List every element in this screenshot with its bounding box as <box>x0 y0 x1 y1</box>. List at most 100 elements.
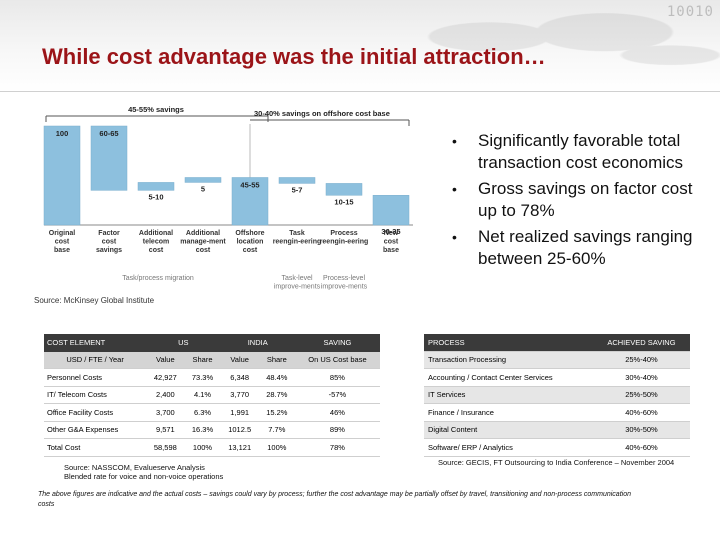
bar-value-label: 100 <box>56 129 69 138</box>
waterfall-bar <box>278 177 316 184</box>
cell-element: Other G&A Expenses <box>44 421 147 439</box>
bullet-list: • Significantly favorable total transacti… <box>446 130 696 274</box>
bar-value-label: 5-10 <box>148 192 163 201</box>
cell-saving: 25%-40% <box>592 351 690 369</box>
subheader-india-value: Value <box>220 351 259 369</box>
subheader-india-share: Share <box>258 351 295 369</box>
header-cost-element: COST ELEMENT <box>44 334 147 352</box>
cell-india-share: 100% <box>258 438 295 457</box>
bar-value-label: 10-15 <box>334 197 353 206</box>
chart-source: Source: McKinsey Global Institute <box>34 296 155 305</box>
title-divider <box>0 91 720 92</box>
group-label: Task/process migration <box>122 275 194 282</box>
table-row: Software/ ERP / Analytics 40%-60% <box>424 438 690 457</box>
table-row: Office Facility Costs 3,700 6.3% 1,991 1… <box>44 403 380 422</box>
cell-element: Office Facility Costs <box>44 403 147 422</box>
category-label: Process reengin-eering <box>320 230 369 246</box>
bullet-icon: • <box>452 181 457 197</box>
cell-india-share: 15.2% <box>258 403 295 422</box>
cell-us-value: 3,700 <box>146 403 185 422</box>
cell-india-value: 13,121 <box>220 438 259 457</box>
table-row: IT/ Telecom Costs 2,400 4.1% 3,770 28.7%… <box>44 386 380 404</box>
cell-saving: 46% <box>294 403 380 422</box>
bullet-icon: • <box>452 133 457 149</box>
header-achieved-saving: ACHIEVED SAVING <box>592 334 690 352</box>
category-label: Factor cost savings <box>96 230 122 254</box>
bullet-text: Net realized savings ranging between 25-… <box>478 227 693 268</box>
cell-process: Accounting / Contact Center Services <box>424 368 593 387</box>
cost-table-source: Source: NASSCOM, Evalueserve Analysis Bl… <box>64 463 223 481</box>
table-subheader-row: USD / FTE / Year Value Share Value Share… <box>44 351 380 369</box>
bar-value-label: 45-55 <box>240 180 259 189</box>
cell-saving: 25%-50% <box>592 386 690 404</box>
world-map-background <box>390 0 720 92</box>
category-label: Additional telecom cost <box>139 230 173 254</box>
group-label: Process-level improve-ments <box>321 275 368 291</box>
cell-us-share: 73.3% <box>184 368 221 387</box>
header-india: INDIA <box>220 334 295 352</box>
category-label: New cost base <box>383 230 399 254</box>
cell-saving: -57% <box>294 386 380 404</box>
subheader-unit: USD / FTE / Year <box>44 351 147 369</box>
waterfall-bar <box>43 125 81 226</box>
bar-value-label: 60-65 <box>99 129 118 138</box>
cell-us-share: 4.1% <box>184 386 221 404</box>
subheader-saving-base: On US Cost base <box>294 351 380 369</box>
cell-process: IT Services <box>424 386 593 404</box>
cell-us-value: 9,571 <box>146 421 185 439</box>
source-line: Source: NASSCOM, Evalueserve Analysis <box>64 463 205 472</box>
cell-saving: 78% <box>294 438 380 457</box>
cell-india-value: 1,991 <box>220 403 259 422</box>
footnote: The above figures are indicative and the… <box>38 491 631 508</box>
bullet-item: • Net realized savings ranging between 25… <box>446 226 696 270</box>
bracket-label: 45-55% savings <box>128 105 184 114</box>
category-label: Offshore location cost <box>235 230 264 254</box>
table-row: Transaction Processing 25%-40% <box>424 351 690 369</box>
bar-value-label: 30-35 <box>381 227 400 236</box>
cell-us-value: 58,598 <box>146 438 185 457</box>
bar-value-label: 5-7 <box>292 185 303 194</box>
cell-india-share: 28.7% <box>258 386 295 404</box>
cell-saving: 40%-60% <box>592 438 690 457</box>
cell-saving: 30%-50% <box>592 421 690 439</box>
table-row: Accounting / Contact Center Services 30%… <box>424 368 690 387</box>
title-banner: 10010 <box>0 0 720 92</box>
cell-us-share: 16.3% <box>184 421 221 439</box>
waterfall-bar <box>184 177 222 183</box>
bracket-label: 30-40% savings on offshore cost base <box>254 109 390 118</box>
cell-us-share: 6.3% <box>184 403 221 422</box>
process-savings-table: PROCESS ACHIEVED SAVING Transaction Proc… <box>424 334 690 457</box>
table-row: IT Services 25%-50% <box>424 386 690 404</box>
table-row: Personnel Costs 42,927 73.3% 6,348 48.4%… <box>44 368 380 387</box>
cell-element: Total Cost <box>44 438 147 457</box>
category-label: Task reengin-eering <box>273 230 322 246</box>
cell-process: Digital Content <box>424 421 593 439</box>
cell-saving: 89% <box>294 421 380 439</box>
source-note: Blended rate for voice and non-voice ope… <box>64 472 224 481</box>
cell-india-value: 1012.5 <box>220 421 259 439</box>
header-saving: SAVING <box>294 334 380 352</box>
cell-process: Transaction Processing <box>424 351 593 369</box>
cell-saving: 85% <box>294 368 380 387</box>
cell-india-value: 6,348 <box>220 368 259 387</box>
cell-element: Personnel Costs <box>44 368 147 387</box>
subheader-us-share: Share <box>184 351 221 369</box>
cell-us-share: 100% <box>184 438 221 457</box>
cell-india-share: 48.4% <box>258 368 295 387</box>
table-row: Total Cost 58,598 100% 13,121 100% 78% <box>44 438 380 457</box>
waterfall-bar <box>325 183 363 196</box>
cost-comparison-table: COST ELEMENT US INDIA SAVING USD / FTE /… <box>44 334 380 457</box>
binary-decoration: 10010 <box>666 4 714 20</box>
table-row: Digital Content 30%-50% <box>424 421 690 439</box>
cell-us-value: 42,927 <box>146 368 185 387</box>
group-label: Task-level improve-ments <box>274 275 321 291</box>
cell-saving: 30%-40% <box>592 368 690 387</box>
category-label: Original cost base <box>49 230 76 254</box>
cell-process: Finance / Insurance <box>424 403 593 422</box>
table-row: Other G&A Expenses 9,571 16.3% 1012.5 7.… <box>44 421 380 439</box>
subheader-us-value: Value <box>146 351 185 369</box>
category-label: Additional manage-ment cost <box>180 230 226 254</box>
waterfall-chart: 45-55% savings 30-40% savings on offshore… <box>43 105 413 291</box>
bullet-text: Gross savings on factor cost up to 78% <box>478 179 693 220</box>
waterfall-bar <box>137 182 175 191</box>
